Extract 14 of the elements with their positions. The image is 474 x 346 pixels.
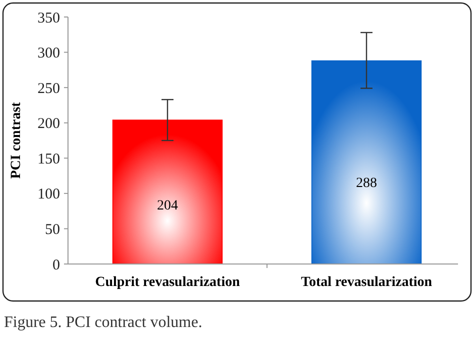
caption: Figure 5. PCI contract volume. [4, 314, 202, 331]
y-tick-label: 100 [38, 186, 60, 203]
y-tick-label: 50 [45, 222, 60, 238]
y-tick-label: 0 [52, 257, 60, 274]
y-tick-label: 150 [38, 151, 60, 168]
data-label: 204 [157, 198, 178, 214]
y-tick-label: 300 [38, 46, 60, 62]
y-tick-label: 200 [38, 116, 60, 132]
x-tick-label: Total revasularization [300, 275, 432, 290]
y-tick-label: 250 [38, 80, 60, 97]
x-tick-label: Culprit revasularization [95, 275, 240, 290]
data-label: 288 [356, 176, 377, 191]
y-axis-title: PCI contrast [9, 102, 24, 179]
y-tick-label: 350 [38, 10, 60, 26]
